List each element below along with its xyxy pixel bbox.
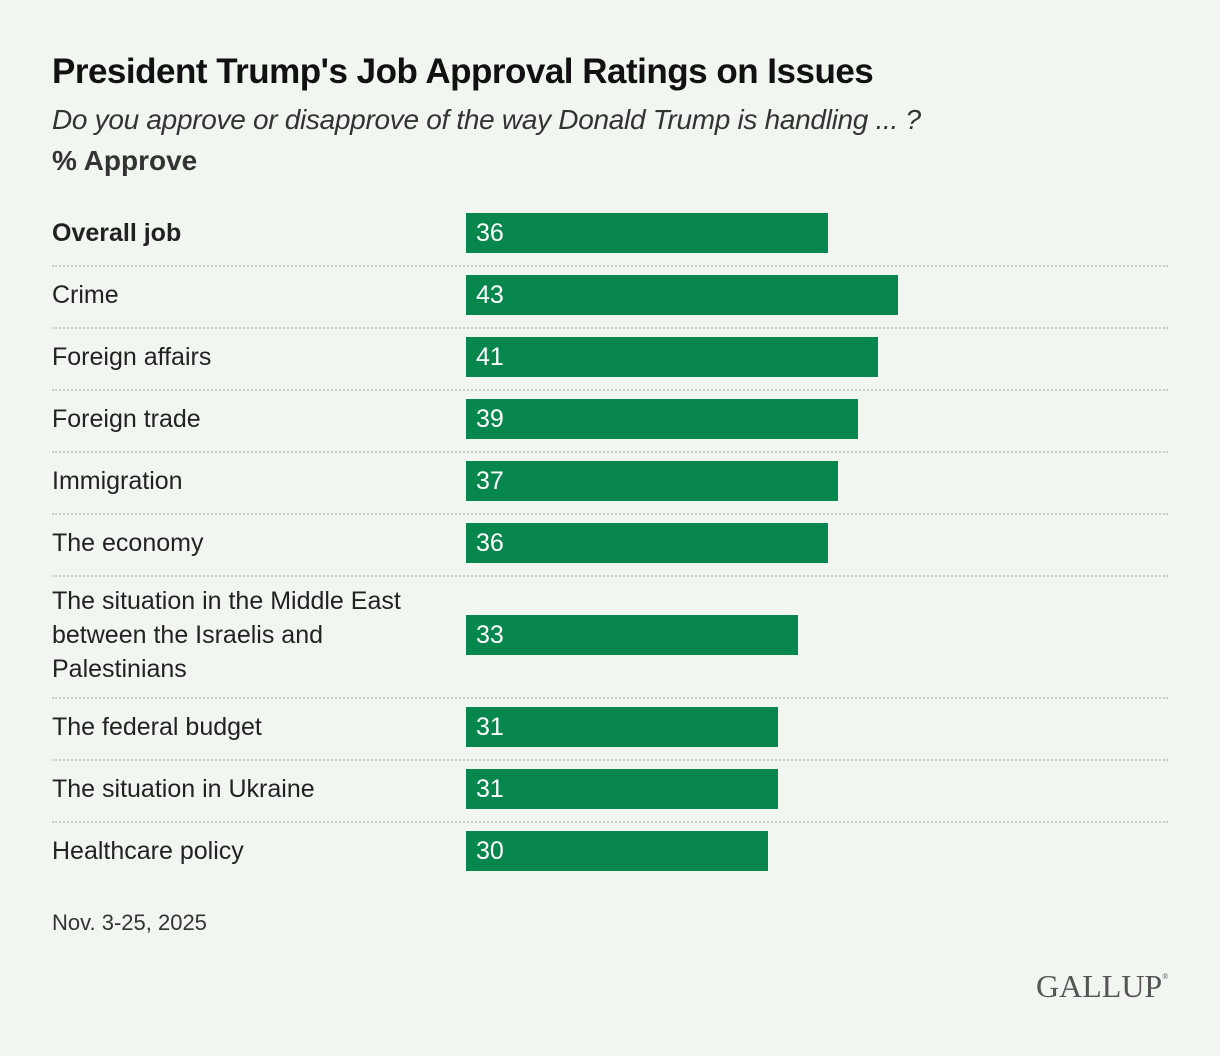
row-separator — [52, 759, 1168, 761]
data-label: 36 — [476, 529, 504, 557]
row-separator — [52, 389, 1168, 391]
bar — [466, 213, 828, 253]
data-label: 41 — [476, 343, 504, 371]
row-separator — [52, 821, 1168, 823]
category-label: Overall job — [52, 219, 182, 247]
category-label: Foreign affairs — [52, 343, 212, 371]
registered-mark: ® — [1162, 972, 1169, 981]
category-label: The economy — [52, 529, 204, 557]
category-label: The situation in the Middle East between… — [52, 587, 401, 683]
data-label: 31 — [476, 775, 504, 803]
row-separator — [52, 575, 1168, 577]
data-label: 36 — [476, 219, 504, 247]
bar — [466, 399, 858, 439]
chart-subtitle: Do you approve or disapprove of the way … — [52, 104, 921, 135]
row-separator — [52, 697, 1168, 699]
bar — [466, 615, 798, 655]
survey-date: Nov. 3-25, 2025 — [52, 910, 207, 935]
logo-text: GALLUP — [1036, 968, 1163, 1004]
data-label: 31 — [476, 713, 504, 741]
bar — [466, 523, 828, 563]
chart-title: President Trump's Job Approval Ratings o… — [52, 52, 874, 91]
bar — [466, 707, 778, 747]
bar — [466, 831, 768, 871]
category-label: Crime — [52, 281, 119, 309]
data-label: 37 — [476, 467, 504, 495]
data-label: 33 — [476, 621, 504, 649]
data-label: 39 — [476, 405, 504, 433]
measure-label: % Approve — [52, 145, 198, 176]
row-separator — [52, 265, 1168, 267]
gallup-logo: GALLUP® — [1036, 968, 1168, 1005]
bar — [466, 769, 778, 809]
row-separator — [52, 451, 1168, 453]
bar — [466, 337, 879, 377]
row-separator — [52, 327, 1168, 329]
category-label: Foreign trade — [52, 405, 201, 433]
row-separator — [52, 513, 1168, 515]
bar — [466, 461, 838, 501]
data-label: 30 — [476, 837, 504, 865]
category-label: The situation in Ukraine — [52, 775, 315, 803]
category-label: Immigration — [52, 467, 183, 495]
category-label: Healthcare policy — [52, 837, 244, 865]
bar — [466, 275, 899, 315]
category-label: The federal budget — [52, 713, 262, 741]
data-label: 43 — [476, 281, 504, 309]
